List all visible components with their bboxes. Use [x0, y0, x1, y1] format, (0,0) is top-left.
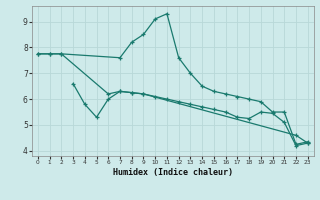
X-axis label: Humidex (Indice chaleur): Humidex (Indice chaleur)	[113, 168, 233, 177]
